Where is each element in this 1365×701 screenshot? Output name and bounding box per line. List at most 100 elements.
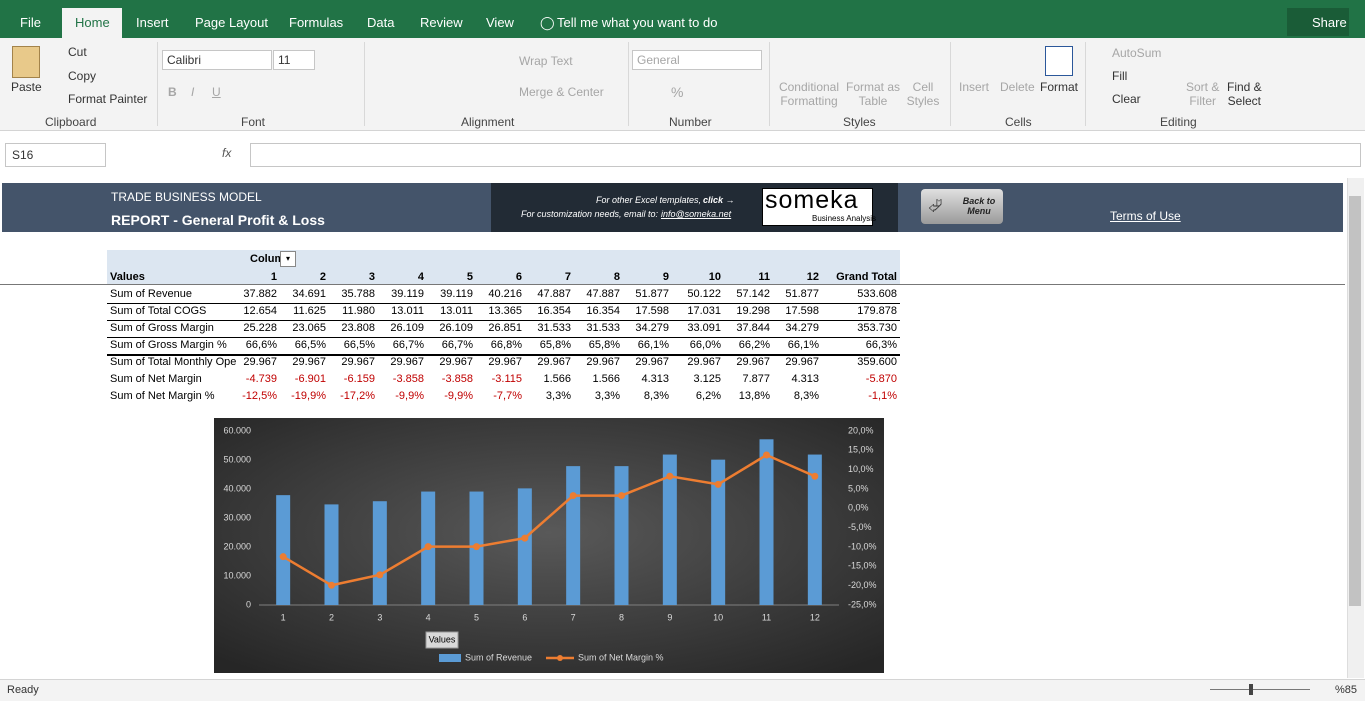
italic[interactable]: I bbox=[191, 85, 194, 99]
filter-button[interactable]: ▾ bbox=[280, 251, 296, 267]
clear[interactable]: Clear bbox=[1112, 92, 1141, 106]
y-tick-label: 10.000 bbox=[223, 570, 251, 580]
marker bbox=[763, 451, 770, 458]
tell-me[interactable]: Tell me what you want to do bbox=[557, 15, 717, 30]
find-select[interactable]: Find &Select bbox=[1227, 80, 1262, 108]
column-label: 12 bbox=[739, 271, 819, 283]
row-border bbox=[107, 337, 900, 338]
marker bbox=[328, 582, 335, 589]
cell: -5.870 bbox=[817, 373, 897, 385]
font-name[interactable]: Calibri bbox=[162, 50, 272, 70]
label: Filter bbox=[1189, 94, 1216, 108]
format[interactable]: Format bbox=[1040, 80, 1078, 94]
bold[interactable]: B bbox=[168, 85, 177, 99]
y2-tick-label: 0,0% bbox=[848, 503, 869, 513]
y2-tick-label: 5,0% bbox=[848, 483, 869, 493]
bar bbox=[518, 488, 532, 605]
paste[interactable]: Paste bbox=[11, 80, 42, 94]
copy[interactable]: Copy bbox=[68, 69, 96, 83]
field-button-label: Values bbox=[429, 634, 456, 644]
cell: 4.313 bbox=[739, 373, 819, 385]
marker bbox=[425, 543, 432, 550]
tab[interactable]: Formulas bbox=[289, 15, 343, 30]
group-label: Editing bbox=[1160, 115, 1197, 129]
cut[interactable]: Cut bbox=[68, 45, 87, 59]
tab[interactable]: Review bbox=[420, 15, 463, 30]
back-icon: ⮰ bbox=[928, 196, 942, 217]
x-tick-label: 1 bbox=[281, 612, 286, 622]
email-text: For customization needs, email to: bbox=[521, 209, 658, 219]
merge-center[interactable]: Merge & Center bbox=[519, 85, 604, 99]
share[interactable]: Share bbox=[1312, 15, 1347, 30]
y2-tick-label: -25,0% bbox=[848, 599, 877, 609]
status-bar bbox=[0, 679, 1365, 701]
back-label[interactable]: Back to Menu bbox=[957, 196, 1001, 216]
name-box[interactable]: S16 bbox=[5, 143, 106, 167]
terms[interactable]: Terms of Use bbox=[1110, 209, 1181, 223]
y-tick-label: 50.000 bbox=[223, 454, 251, 464]
group-label: Clipboard bbox=[45, 115, 96, 129]
percent[interactable]: % bbox=[671, 84, 683, 100]
paste-icon bbox=[12, 46, 40, 78]
x-tick-label: 6 bbox=[522, 612, 527, 622]
templates-text: For other Excel templates, bbox=[596, 195, 701, 205]
values-header: Values bbox=[110, 271, 145, 283]
y2-tick-label: 10,0% bbox=[848, 464, 874, 474]
fx[interactable]: fx bbox=[222, 146, 231, 160]
row-border bbox=[107, 303, 900, 304]
tab[interactable]: View bbox=[486, 15, 514, 30]
label: Select bbox=[1228, 94, 1261, 108]
separator bbox=[364, 42, 365, 126]
tab[interactable]: Page Layout bbox=[195, 15, 268, 30]
x-tick-label: 5 bbox=[474, 612, 479, 622]
sort-filter[interactable]: Sort &Filter bbox=[1186, 80, 1219, 108]
number-format[interactable]: General bbox=[632, 50, 762, 70]
cell: 533.608 bbox=[817, 288, 897, 300]
email-link[interactable]: info@someka.net bbox=[661, 209, 731, 219]
tab[interactable]: Insert bbox=[136, 15, 169, 30]
tab[interactable]: File bbox=[20, 15, 41, 30]
label: Formatting bbox=[780, 94, 837, 108]
tab[interactable]: Data bbox=[367, 15, 394, 30]
group-label: Number bbox=[669, 115, 712, 129]
cell: 66,1% bbox=[739, 339, 819, 351]
label: Format as bbox=[846, 80, 900, 94]
fill[interactable]: Fill bbox=[1112, 69, 1127, 83]
x-tick-label: 3 bbox=[377, 612, 382, 622]
autosum[interactable]: AutoSum bbox=[1112, 46, 1161, 60]
marker bbox=[666, 473, 673, 480]
cell: 17.598 bbox=[739, 305, 819, 317]
y2-tick-label: -15,0% bbox=[848, 561, 877, 571]
underline[interactable]: U bbox=[212, 85, 221, 99]
y2-tick-label: -5,0% bbox=[848, 522, 872, 532]
label: Find & bbox=[1227, 80, 1262, 94]
bar bbox=[276, 495, 290, 605]
legend-label: Sum of Net Margin % bbox=[578, 652, 664, 662]
separator bbox=[1085, 42, 1086, 126]
wrap-text[interactable]: Wrap Text bbox=[519, 54, 573, 68]
marker bbox=[280, 553, 287, 560]
tab[interactable]: Home bbox=[75, 15, 110, 30]
zoom-thumb[interactable] bbox=[1249, 684, 1253, 695]
format-as-table[interactable]: Format asTable bbox=[846, 80, 900, 108]
banner-title: REPORT - General Profit & Loss bbox=[111, 212, 325, 228]
legend-marker bbox=[557, 655, 563, 661]
group-label: Styles bbox=[843, 115, 876, 129]
y-tick-label: 20.000 bbox=[223, 541, 251, 551]
delete[interactable]: Delete bbox=[1000, 80, 1035, 94]
font-size[interactable]: 11 bbox=[273, 50, 315, 70]
templates-link[interactable]: click → bbox=[703, 195, 735, 205]
separator bbox=[950, 42, 951, 126]
x-tick-label: 10 bbox=[713, 612, 723, 622]
marker bbox=[521, 535, 528, 542]
y2-tick-label: 15,0% bbox=[848, 445, 874, 455]
y-tick-label: 60.000 bbox=[223, 425, 251, 435]
cell-styles[interactable]: CellStyles bbox=[903, 80, 943, 108]
conditional-formatting[interactable]: ConditionalFormatting bbox=[778, 80, 840, 108]
formula-input[interactable] bbox=[250, 143, 1361, 167]
insert[interactable]: Insert bbox=[959, 80, 989, 94]
scroll-thumb[interactable] bbox=[1349, 196, 1361, 606]
format-painter[interactable]: Format Painter bbox=[68, 92, 147, 106]
zoom-slider[interactable] bbox=[1210, 689, 1310, 690]
